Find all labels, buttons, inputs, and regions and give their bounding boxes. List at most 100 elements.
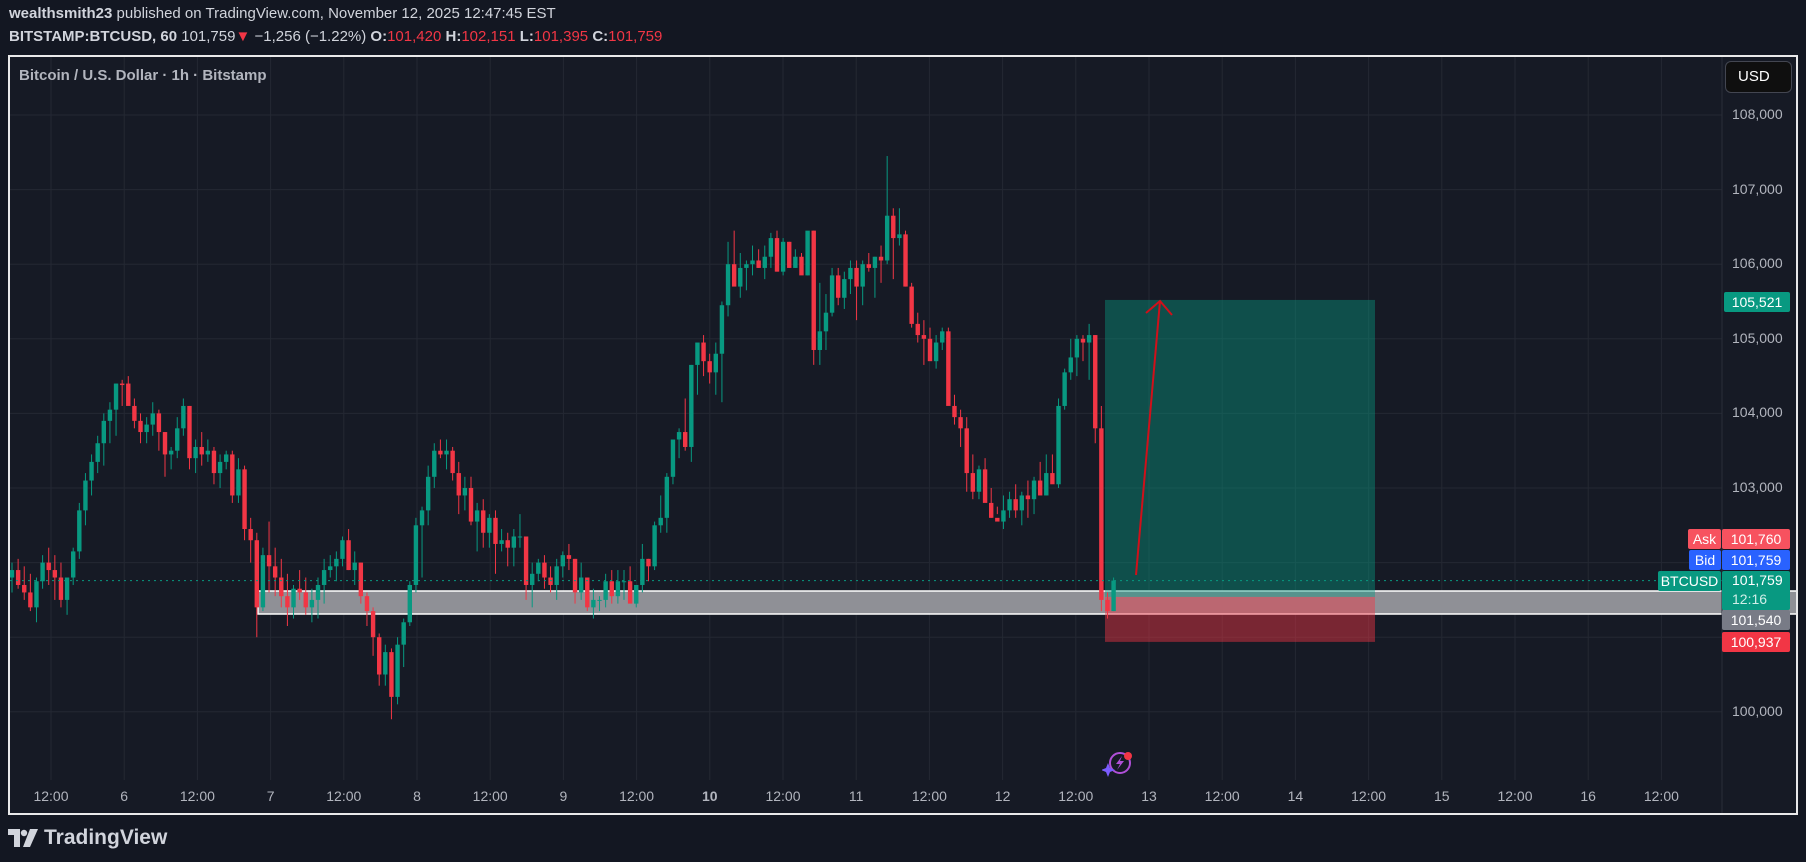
candle-body <box>946 331 951 406</box>
candle-body <box>511 536 517 548</box>
candle-body <box>805 230 810 276</box>
candle-body <box>1001 510 1006 522</box>
candle-body <box>836 275 841 298</box>
candle-body <box>181 405 186 429</box>
candle-body <box>1044 473 1049 496</box>
candle-body <box>566 555 572 559</box>
candle-body <box>254 540 259 608</box>
candle-body <box>1062 372 1067 406</box>
candle-body <box>762 256 767 268</box>
candle-body <box>591 599 596 608</box>
candle-body <box>878 256 884 261</box>
candle-body <box>242 469 247 530</box>
time-tick-label: 8 <box>413 788 421 804</box>
candle-body <box>150 413 155 425</box>
high-value: 102,151 <box>461 28 516 45</box>
candle-body <box>799 256 804 276</box>
candle-body <box>15 570 21 585</box>
candle-body <box>487 517 492 533</box>
candle-body <box>933 342 939 362</box>
chart-legend-title[interactable]: Bitcoin / U.S. Dollar · 1h · Bitstamp <box>19 67 267 84</box>
candle-body <box>903 234 908 287</box>
candle-body <box>230 454 235 496</box>
candle-body <box>71 551 76 578</box>
time-tick-label: 12:00 <box>1643 788 1679 804</box>
chart-frame[interactable] <box>8 55 1798 815</box>
candle-body <box>848 267 853 280</box>
lightning-icon[interactable] <box>1102 748 1134 778</box>
candle-body <box>1068 357 1073 373</box>
price-tick-label: 104,000 <box>1732 404 1783 421</box>
candle-body <box>10 570 15 578</box>
target-zone <box>1105 299 1375 597</box>
candle-body <box>707 361 712 373</box>
candle-body <box>438 450 443 455</box>
arrow-head-icon <box>1145 299 1173 316</box>
candle-body <box>199 446 204 455</box>
candle-body <box>1037 480 1043 496</box>
candle-body <box>701 342 706 362</box>
price-tick-label: 107,000 <box>1732 180 1783 197</box>
candle-body <box>897 234 902 239</box>
candle-body <box>976 469 982 492</box>
candle-body <box>731 264 737 287</box>
time-tick-label: 15 <box>1434 788 1450 804</box>
candle-body <box>768 238 774 257</box>
arrow-line <box>1135 300 1161 576</box>
candle-body <box>676 432 682 440</box>
candle-body <box>578 577 584 593</box>
candle-body <box>572 558 578 593</box>
stop-zone <box>1105 596 1375 642</box>
candle-body <box>921 335 927 339</box>
candle-body <box>132 405 137 421</box>
candle-body <box>774 238 780 272</box>
high-label: H: <box>445 28 462 45</box>
candle-body <box>609 581 614 597</box>
candle-body <box>823 312 829 332</box>
candle-body <box>1019 495 1024 511</box>
candle-body <box>481 510 486 533</box>
publisher-name[interactable]: wealthsmith23 <box>9 5 113 22</box>
candle-body <box>640 558 645 585</box>
open-label: O: <box>370 28 388 45</box>
candle-body <box>1013 499 1018 511</box>
candle-body <box>780 241 786 272</box>
entry-price-tag: 101,540 <box>1722 610 1790 630</box>
time-tick-label: 10 <box>702 788 718 804</box>
candle-body <box>670 439 676 477</box>
publish-info: wealthsmith23 published on TradingView.c… <box>9 5 556 22</box>
candle-body <box>395 644 400 697</box>
candle-body <box>101 420 106 444</box>
candle-body <box>493 517 498 544</box>
candle-body <box>462 488 468 496</box>
ask-label: Ask <box>1688 529 1721 549</box>
tradingview-logo[interactable]: TradingView <box>8 826 167 850</box>
candle-body <box>138 420 143 433</box>
time-tick-label: 12 <box>994 788 1011 804</box>
candle-body <box>652 525 657 567</box>
down-arrow-icon: ▼ <box>235 28 251 45</box>
candle-body <box>1050 473 1055 485</box>
candle-body <box>285 596 290 608</box>
candlestick-chart[interactable] <box>10 57 1798 815</box>
candle-body <box>1086 335 1092 343</box>
time-tick-label: 12:00 <box>1058 788 1094 804</box>
candle-body <box>425 476 431 511</box>
candle-body <box>817 331 823 350</box>
candle-body <box>517 536 523 538</box>
candle-body <box>89 461 94 481</box>
candle-body <box>1007 499 1012 511</box>
candle-body <box>646 558 651 567</box>
candle-body <box>664 476 670 518</box>
time-tick-label: 12:00 <box>472 788 508 804</box>
currency-button[interactable]: USD <box>1725 61 1792 93</box>
candle-body <box>738 267 743 287</box>
candle-body <box>450 450 455 474</box>
candle-body <box>982 469 988 503</box>
time-tick-label: 12:00 <box>1204 788 1240 804</box>
candle-body <box>713 353 718 373</box>
candle-body <box>756 260 761 268</box>
candle-body <box>750 260 755 265</box>
stop-price-tag: 100,937 <box>1722 632 1790 652</box>
candle-body <box>1025 495 1031 500</box>
